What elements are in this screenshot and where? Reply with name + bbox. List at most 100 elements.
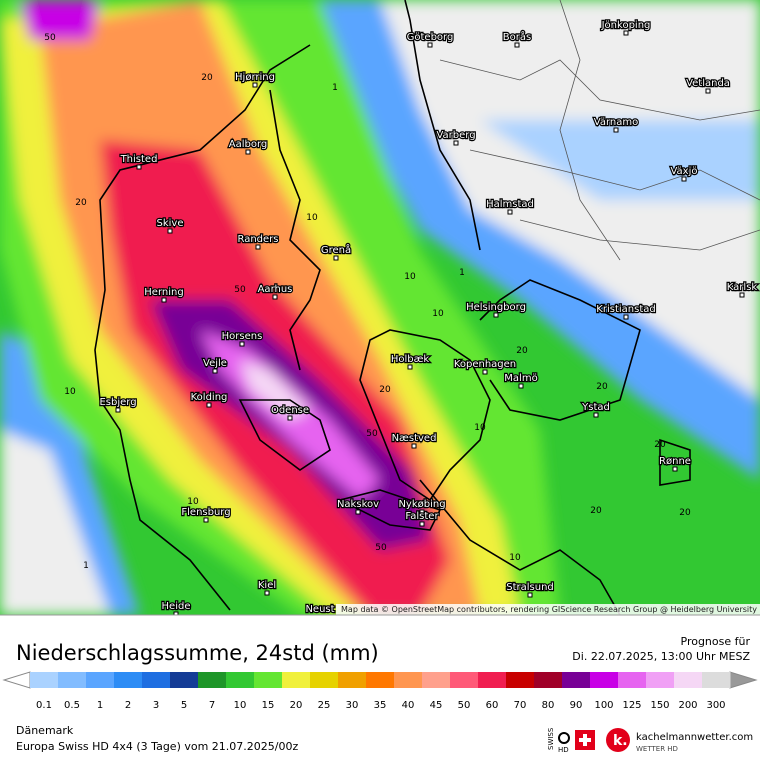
city-label: Vetlanda [686, 78, 730, 89]
legend-swatch [338, 672, 367, 688]
city-label: Karlsk [727, 282, 758, 293]
city-marker [161, 297, 167, 303]
city-marker [739, 292, 745, 298]
legend-swatch [534, 672, 563, 688]
legend-swatch [478, 672, 507, 688]
model: Europa Swiss HD 4x4 (3 Tage) vom 21.07.2… [16, 740, 298, 753]
brand-logo [606, 728, 630, 752]
contour-label: 50 [234, 285, 246, 295]
city-marker [203, 517, 209, 523]
legend-label: 30 [346, 700, 359, 711]
brand-k: k. [613, 733, 628, 749]
city-marker [427, 42, 433, 48]
legend-label: 7 [209, 700, 215, 711]
forecast-date: Di. 22.07.2025, 13:00 Uhr MESZ [572, 650, 750, 663]
legend-swatch [394, 672, 423, 688]
map: Göteborg Borås Jönkoping Hjørring Vetlanda Aa… [0, 0, 760, 615]
city-label: Kiel [258, 580, 276, 591]
city-marker [613, 127, 619, 133]
contour-label: 20 [679, 508, 691, 518]
city-label: Heide [162, 601, 191, 612]
city-label: Kopenhagen [454, 359, 516, 370]
contour-label: 20 [75, 198, 87, 208]
attribution-bg [336, 604, 760, 615]
city-label: Holbæk [391, 354, 430, 365]
legend-label: 1 [97, 700, 103, 711]
city-marker [482, 369, 488, 375]
legend-swatch [114, 672, 143, 688]
city-label: Rønne [659, 456, 691, 467]
legend-swatch [618, 672, 647, 688]
city-marker [206, 402, 212, 408]
legend-swatch [142, 672, 171, 688]
city-label: Aalborg [229, 139, 268, 150]
city-label: Esbjerg [99, 397, 136, 408]
forecast-label: Prognose für [681, 635, 751, 648]
legend-swatch [254, 672, 283, 688]
legend-swatch [590, 672, 619, 688]
magnifier [558, 732, 570, 744]
legend-label: 100 [594, 700, 613, 711]
city-marker [239, 341, 245, 347]
city-label: Värnamo [594, 117, 638, 128]
region: Dänemark [16, 724, 74, 737]
hd: HD [558, 746, 569, 754]
coastlines [94, 0, 691, 615]
city-marker [264, 590, 270, 596]
legend-label: 10 [234, 700, 247, 711]
city-label: Kolding [191, 392, 228, 403]
contour-label: 1 [332, 83, 338, 93]
city-label: Skive [157, 218, 184, 229]
city-marker [453, 140, 459, 146]
city-marker [287, 415, 293, 421]
city-marker [272, 294, 278, 300]
contour-label: 1 [83, 561, 89, 571]
city-label: Helsingborg [466, 302, 526, 313]
legend-swatch [646, 672, 675, 688]
city-marker [167, 228, 173, 234]
city-label: Ystad [581, 402, 610, 413]
city-label: Herning [144, 287, 183, 298]
legend-swatch [226, 672, 255, 688]
city-marker [593, 412, 599, 418]
legend-label: 5 [181, 700, 187, 711]
city-label: Horsens [222, 331, 263, 342]
legend-swatch [282, 672, 311, 688]
swiss: SWISS [547, 727, 555, 750]
city-marker [317, 614, 323, 615]
legend-swatch [506, 672, 535, 688]
legend-swatch [170, 672, 199, 688]
legend-swatch [310, 672, 339, 688]
legend-label: 50 [458, 700, 471, 711]
borders [439, 0, 760, 261]
contour-label: 10 [432, 309, 444, 319]
city-marker [672, 466, 678, 472]
legend-label: 150 [650, 700, 669, 711]
legend-label: 40 [402, 700, 415, 711]
city-label: Thisted [120, 154, 158, 165]
attribution: Map data © OpenStreetMap contributors, r… [341, 605, 757, 614]
city-label: Nakskov [337, 499, 379, 510]
legend-label: 60 [486, 700, 499, 711]
legend-arrow-right [729, 671, 758, 689]
legend-swatch [58, 672, 87, 688]
contour-label: 10 [187, 497, 199, 507]
brand: kachelmannwetter.com [636, 732, 753, 743]
city-marker [115, 407, 121, 413]
legend-arrow-left [2, 671, 31, 689]
legend-swatch [702, 672, 731, 688]
city-marker [411, 443, 417, 449]
city-label: Stralsund [506, 582, 554, 593]
contour-label: 50 [366, 429, 378, 439]
city-label: Hjørring [235, 72, 275, 83]
legend-swatch [450, 672, 479, 688]
legend-swatch [422, 672, 451, 688]
legend-swatch [674, 672, 703, 688]
city-marker [507, 209, 513, 215]
city-marker [419, 509, 425, 515]
legend-label: 20 [290, 700, 303, 711]
legend-label: 25 [318, 700, 331, 711]
city-label: Kristianstad [596, 304, 655, 315]
city-label: Göteborg [407, 32, 454, 43]
